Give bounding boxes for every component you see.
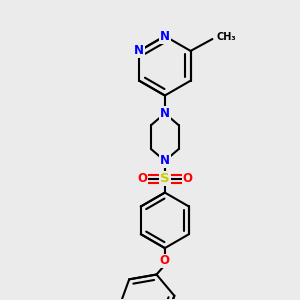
Text: O: O: [160, 254, 170, 268]
Text: N: N: [134, 44, 144, 57]
Text: N: N: [160, 107, 170, 120]
Text: CH₃: CH₃: [216, 32, 236, 42]
Text: O: O: [183, 172, 193, 185]
Text: N: N: [160, 30, 170, 43]
Text: N: N: [160, 154, 170, 167]
Text: O: O: [137, 172, 147, 185]
Text: S: S: [160, 172, 170, 185]
